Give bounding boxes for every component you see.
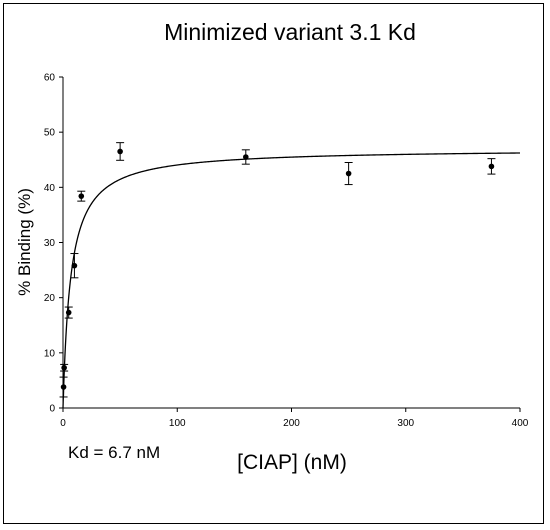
kd-annotation: Kd = 6.7 nM [68, 443, 160, 462]
x-tick-label: 0 [60, 418, 66, 429]
data-point [61, 364, 67, 371]
data-point [65, 309, 72, 316]
data-point [60, 384, 67, 390]
y-axis-label: % Binding (%) [15, 188, 34, 296]
data-point [71, 262, 78, 269]
plot-area: 0 100 200 300 400 0 10 20 30 40 50 60 [44, 73, 529, 430]
x-tick-label: 200 [283, 418, 300, 429]
y-tick-label: 40 [44, 183, 56, 194]
data-points [59, 142, 496, 398]
y-tick-label: 0 [49, 404, 55, 415]
data-point [78, 193, 85, 199]
x-tick-label: 400 [512, 418, 529, 429]
y-tick-label: 20 [44, 293, 56, 304]
data-point [243, 154, 249, 160]
y-tick-label: 60 [44, 73, 56, 84]
chart-title: Minimized variant 3.1 Kd [164, 19, 416, 45]
data-point [345, 170, 352, 177]
y-tick-label: 10 [44, 348, 56, 359]
y-tick-label: 50 [44, 128, 56, 139]
x-tick-label: 100 [169, 418, 186, 429]
x-tick-label: 300 [397, 418, 414, 429]
data-point [117, 148, 123, 155]
chart-frame [3, 3, 544, 524]
y-tick-label: 30 [44, 238, 56, 249]
fit-curve [62, 152, 521, 408]
x-axis-label: [CIAP] (nM) [237, 451, 347, 474]
x-ticks: 0 100 200 300 400 [60, 408, 529, 429]
data-point [488, 163, 495, 170]
y-ticks: 0 10 20 30 40 50 60 [44, 73, 63, 415]
